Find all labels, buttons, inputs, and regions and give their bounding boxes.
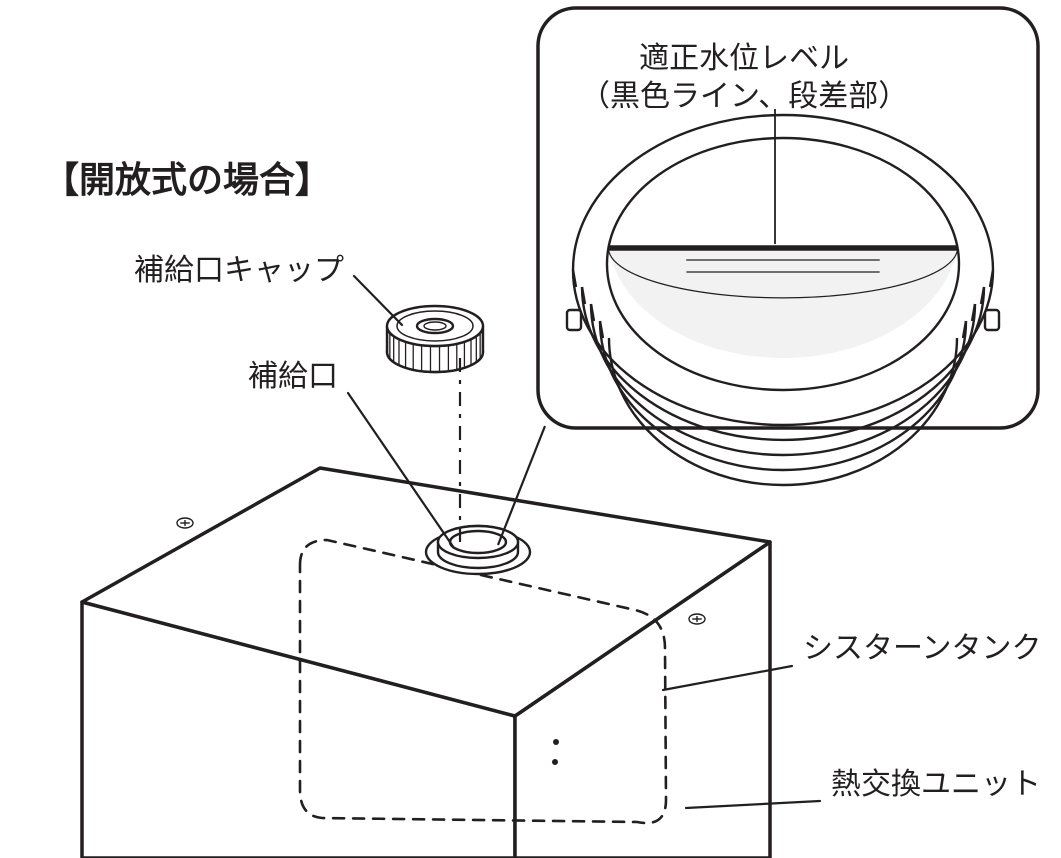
technical-diagram	[0, 0, 1061, 858]
label-port: 補給口	[248, 358, 338, 396]
label-level: 適正水位レベル （黒色ライン、段差部）	[580, 40, 908, 115]
panel-dot	[552, 759, 558, 765]
leader-cap	[354, 276, 402, 325]
refill-cap	[387, 306, 483, 372]
label-cap: 補給口キャップ	[134, 252, 344, 290]
panel-dot	[553, 739, 559, 745]
label-unit: 熱交換ユニット	[831, 766, 1041, 804]
label-level-line2: （黒色ライン、段差部）	[580, 78, 908, 116]
label-level-line1: 適正水位レベル	[580, 40, 908, 78]
label-tank: シスターンタンク	[803, 630, 1042, 668]
diagram-title: 【開放式の場合】	[43, 157, 331, 202]
